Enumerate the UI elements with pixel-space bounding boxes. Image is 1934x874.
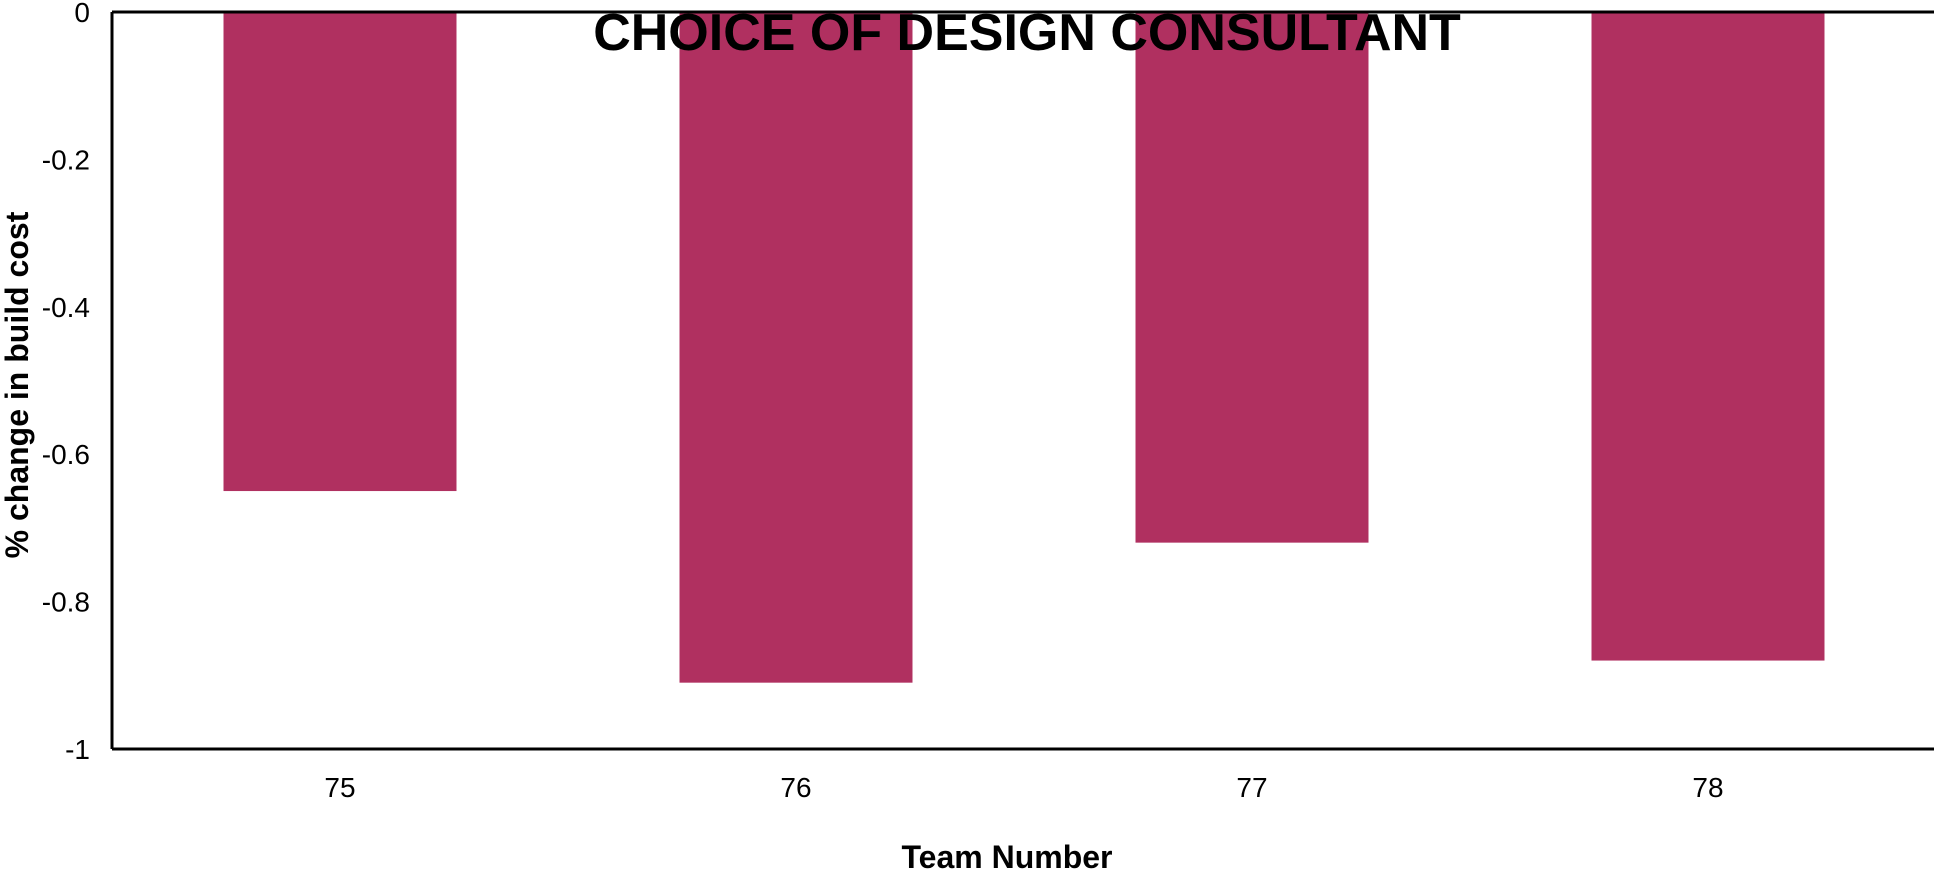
bar-team-77 — [1135, 12, 1369, 543]
x-tick-label: 76 — [780, 772, 811, 803]
x-tick-label: 77 — [1236, 772, 1267, 803]
y-axis-label: % change in build cost — [0, 211, 35, 558]
bars-group — [223, 12, 1825, 683]
x-axis-label: Team Number — [901, 839, 1112, 874]
y-tick-label: 0 — [74, 0, 90, 28]
y-tick-label: -1 — [65, 734, 90, 765]
y-tick-label: -0.6 — [42, 439, 90, 470]
y-tick-label: -0.4 — [42, 292, 90, 323]
bar-team-75 — [223, 12, 457, 492]
y-ticks-group: 0 -0.2 -0.4 -0.6 -0.8 -1 — [42, 0, 90, 765]
x-tick-label: 75 — [324, 772, 355, 803]
chart-title: CHOICE OF DESIGN CONSULTANT — [593, 4, 1461, 62]
x-ticks-group: 75 76 77 78 — [324, 772, 1723, 803]
bar-team-76 — [679, 12, 913, 683]
y-tick-label: -0.2 — [42, 144, 90, 175]
x-tick-label: 78 — [1692, 772, 1723, 803]
y-tick-label: -0.8 — [42, 587, 90, 618]
bar-team-78 — [1591, 12, 1825, 661]
